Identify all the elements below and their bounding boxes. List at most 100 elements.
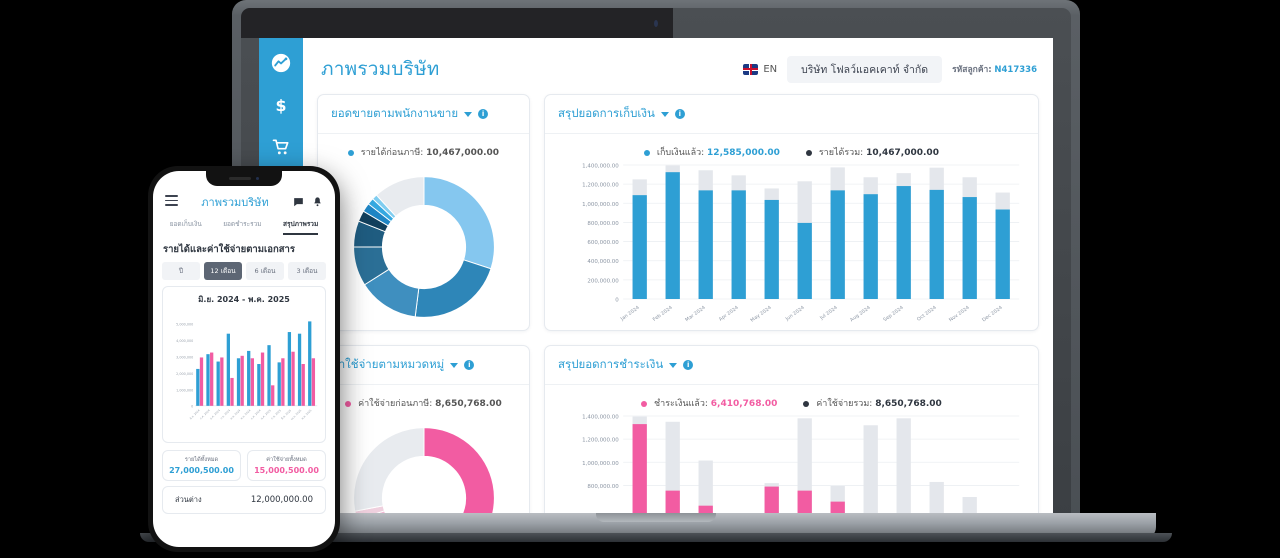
- legend-item: ค่าใช้จ่ายก่อนภาษี: 8,650,768.00: [345, 396, 502, 410]
- phone-screen: ภาพรวมบริษัท ยอดเก็บเงิน ยอดชำระรวม สรุป…: [153, 171, 335, 547]
- menu-icon[interactable]: [165, 194, 178, 209]
- svg-text:Nov 2024: Nov 2024: [948, 305, 971, 323]
- uk-flag-icon: [743, 63, 759, 75]
- phone-page-title: ภาพรวมบริษัท: [201, 196, 269, 209]
- card-title-collection-summary: สรุปยอดการเก็บเงิน: [558, 106, 655, 120]
- legend-value: 8,650,768.00: [875, 399, 942, 409]
- laptop-bezel: $ ภาพรวมบริษัท: [241, 8, 1071, 520]
- company-selector[interactable]: บริษัท โฟลว์แอคเคาท์ จำกัด: [787, 55, 943, 83]
- customer-code: รหัสลูกค้า: N417336: [952, 62, 1037, 76]
- legend-value: 12,585,000.00: [707, 148, 780, 158]
- svg-text:200,000.00: 200,000.00: [587, 279, 618, 285]
- phone-mockup: ภาพรวมบริษัท ยอดเก็บเงิน ยอดชำระรวม สรุป…: [148, 166, 340, 552]
- language-switcher[interactable]: EN: [743, 63, 777, 75]
- logo-trend-icon[interactable]: [270, 52, 292, 74]
- front-camera-icon: [255, 176, 260, 181]
- app-content: ภาพรวมบริษัท EN บริษัท โฟลว์แอคเคาท์ จำก…: [303, 38, 1053, 520]
- svg-text:Jan 2024: Jan 2024: [619, 305, 641, 323]
- difference-value: 12,000,000.00: [250, 495, 313, 505]
- card-title-sales-by-staff: ยอดขายตามพนักงานขาย: [331, 106, 459, 120]
- bar-chart-svg: 800,000.00 1,000,000.00 1,200,000.00 1,400,…: [582, 415, 1020, 520]
- chip-3-months[interactable]: 3 เดือน: [288, 262, 326, 280]
- legend-item: รายได้รวม: 10,467,000.00: [805, 145, 939, 159]
- app-topbar: ภาพรวมบริษัท EN บริษัท โฟลว์แอคเคาท์ จำก…: [317, 38, 1039, 94]
- phone-notch: [206, 171, 282, 186]
- card-header: ค่าใช้จ่ายตามหมวดหมู่ i: [318, 346, 529, 385]
- stat-value: 27,000,500.00: [169, 466, 234, 475]
- legend-item: ค่าใช้จ่ายรวม: 8,650,768.00: [803, 396, 942, 410]
- svg-text:1,200,000.00: 1,200,000.00: [582, 438, 619, 444]
- info-icon[interactable]: i: [683, 360, 694, 370]
- card-payment-summary: สรุปยอดการชำระเงิน i ชำระเงิ: [544, 345, 1039, 520]
- legend-label: รายได้รวม:: [818, 148, 864, 158]
- phone-chart-title: มิ.ย. 2024 - พ.ค. 2025: [198, 295, 290, 304]
- card-body: เก็บเงินแล้ว: 12,585,000.00 รายได้รวม: 1…: [545, 134, 1038, 330]
- svg-text:0: 0: [615, 298, 618, 304]
- tab-collection[interactable]: ยอดเก็บเงิน: [169, 220, 202, 228]
- card-header: ยอดขายตามพนักงานขาย i: [318, 95, 529, 134]
- chevron-down-icon[interactable]: [450, 362, 459, 368]
- phone-difference-row: ส่วนต่าง 12,000,000.00: [162, 486, 326, 514]
- tab-overview[interactable]: สรุปภาพรวม: [283, 219, 319, 235]
- legend-dot: [805, 149, 812, 156]
- chip-6-months[interactable]: 6 เดือน: [246, 262, 284, 280]
- donut-chart-expense-by-category: [328, 410, 519, 520]
- legend-item: รายได้ก่อนภาษี: 10,467,000.00: [347, 145, 499, 159]
- info-icon[interactable]: i: [464, 360, 475, 370]
- card-header: สรุปยอดการเก็บเงิน i: [545, 95, 1038, 134]
- svg-text:1,000,000: 1,000,000: [176, 388, 193, 392]
- svg-text:2,000,000: 2,000,000: [176, 372, 193, 376]
- info-icon[interactable]: i: [478, 109, 489, 119]
- page-title: ภาพรวมบริษัท: [321, 58, 440, 80]
- legend-sales-by-staff: รายได้ก่อนภาษี: 10,467,000.00: [328, 145, 519, 159]
- legend-dot: [644, 149, 651, 156]
- cart-icon[interactable]: [270, 136, 292, 158]
- svg-text:Feb 2024: Feb 2024: [652, 305, 674, 323]
- dashboard-app: $ ภาพรวมบริษัท: [259, 38, 1053, 520]
- stat-label: รายได้ทั้งหมด: [184, 457, 219, 463]
- chip-year[interactable]: ปี: [162, 262, 200, 280]
- card-title-expense-by-category: ค่าใช้จ่ายตามหมวดหมู่: [331, 357, 445, 371]
- bezel-shadow: [241, 8, 673, 38]
- legend-dot: [803, 400, 810, 407]
- laptop-foot: [140, 533, 1172, 542]
- chevron-down-icon[interactable]: [669, 362, 678, 368]
- chevron-down-icon[interactable]: [464, 111, 473, 117]
- svg-text:1,400,000.00: 1,400,000.00: [582, 415, 619, 421]
- legend-item: ชำระเงินแล้ว: 6,410,768.00: [641, 396, 777, 410]
- svg-text:4,000,000: 4,000,000: [176, 339, 193, 343]
- card-body: ชำระเงินแล้ว: 6,410,768.00 ค่าใช้จ่ายรวม…: [545, 385, 1038, 520]
- chip-12-months[interactable]: 12 เดือน: [204, 262, 242, 280]
- legend-label: ชำระเงินแล้ว:: [654, 399, 708, 409]
- dollar-icon[interactable]: $: [270, 94, 292, 116]
- phone-tabs: ยอดเก็บเงิน ยอดชำระรวม สรุปภาพรวม: [153, 216, 335, 235]
- phone-bar-chart-svg: 0 1,000,000 2,000,000 3,000,000 4,000,000 5,0…: [176, 321, 318, 421]
- phone-header-icons: [292, 196, 323, 209]
- svg-text:May 2024: May 2024: [749, 305, 773, 323]
- svg-text:Jul 2024: Jul 2024: [818, 305, 839, 322]
- chat-icon[interactable]: [292, 196, 305, 209]
- svg-text:Apr 2024: Apr 2024: [718, 305, 740, 322]
- legend-label: รายได้ก่อนภาษี:: [360, 148, 424, 158]
- card-body: ค่าใช้จ่ายก่อนภาษี: 8,650,768.00: [318, 385, 529, 520]
- phone-header: ภาพรวมบริษัท: [153, 171, 335, 216]
- svg-text:0: 0: [191, 405, 193, 409]
- laptop-mockup: $ ภาพรวมบริษัท: [140, 0, 1172, 542]
- chevron-down-icon[interactable]: [660, 111, 669, 117]
- legend-label: ค่าใช้จ่ายก่อนภาษี:: [358, 399, 433, 409]
- legend-label: ค่าใช้จ่ายรวม:: [816, 399, 873, 409]
- svg-text:1,000,000.00: 1,000,000.00: [582, 461, 619, 467]
- phone-period-chips: ปี 12 เดือน 6 เดือน 3 เดือน: [153, 262, 335, 286]
- tab-payment[interactable]: ยอดชำระรวม: [223, 220, 262, 228]
- topbar-right: EN บริษัท โฟลว์แอคเคาท์ จำกัด รหัสลูกค้า…: [743, 55, 1037, 83]
- phone-stats: รายได้ทั้งหมด 27,000,500.00 ค่าใช้จ่ายทั…: [153, 443, 335, 486]
- customer-code-label: รหัสลูกค้า:: [952, 65, 992, 75]
- svg-text:5,000,000: 5,000,000: [176, 323, 193, 327]
- legend-dot: [347, 149, 354, 156]
- info-icon[interactable]: i: [674, 109, 685, 119]
- difference-label: ส่วนต่าง: [175, 495, 202, 504]
- card-title-payment-summary: สรุปยอดการชำระเงิน: [558, 357, 664, 371]
- svg-text:Oct 2024: Oct 2024: [916, 305, 938, 322]
- donut-svg: [352, 176, 495, 318]
- bell-icon[interactable]: [312, 196, 323, 208]
